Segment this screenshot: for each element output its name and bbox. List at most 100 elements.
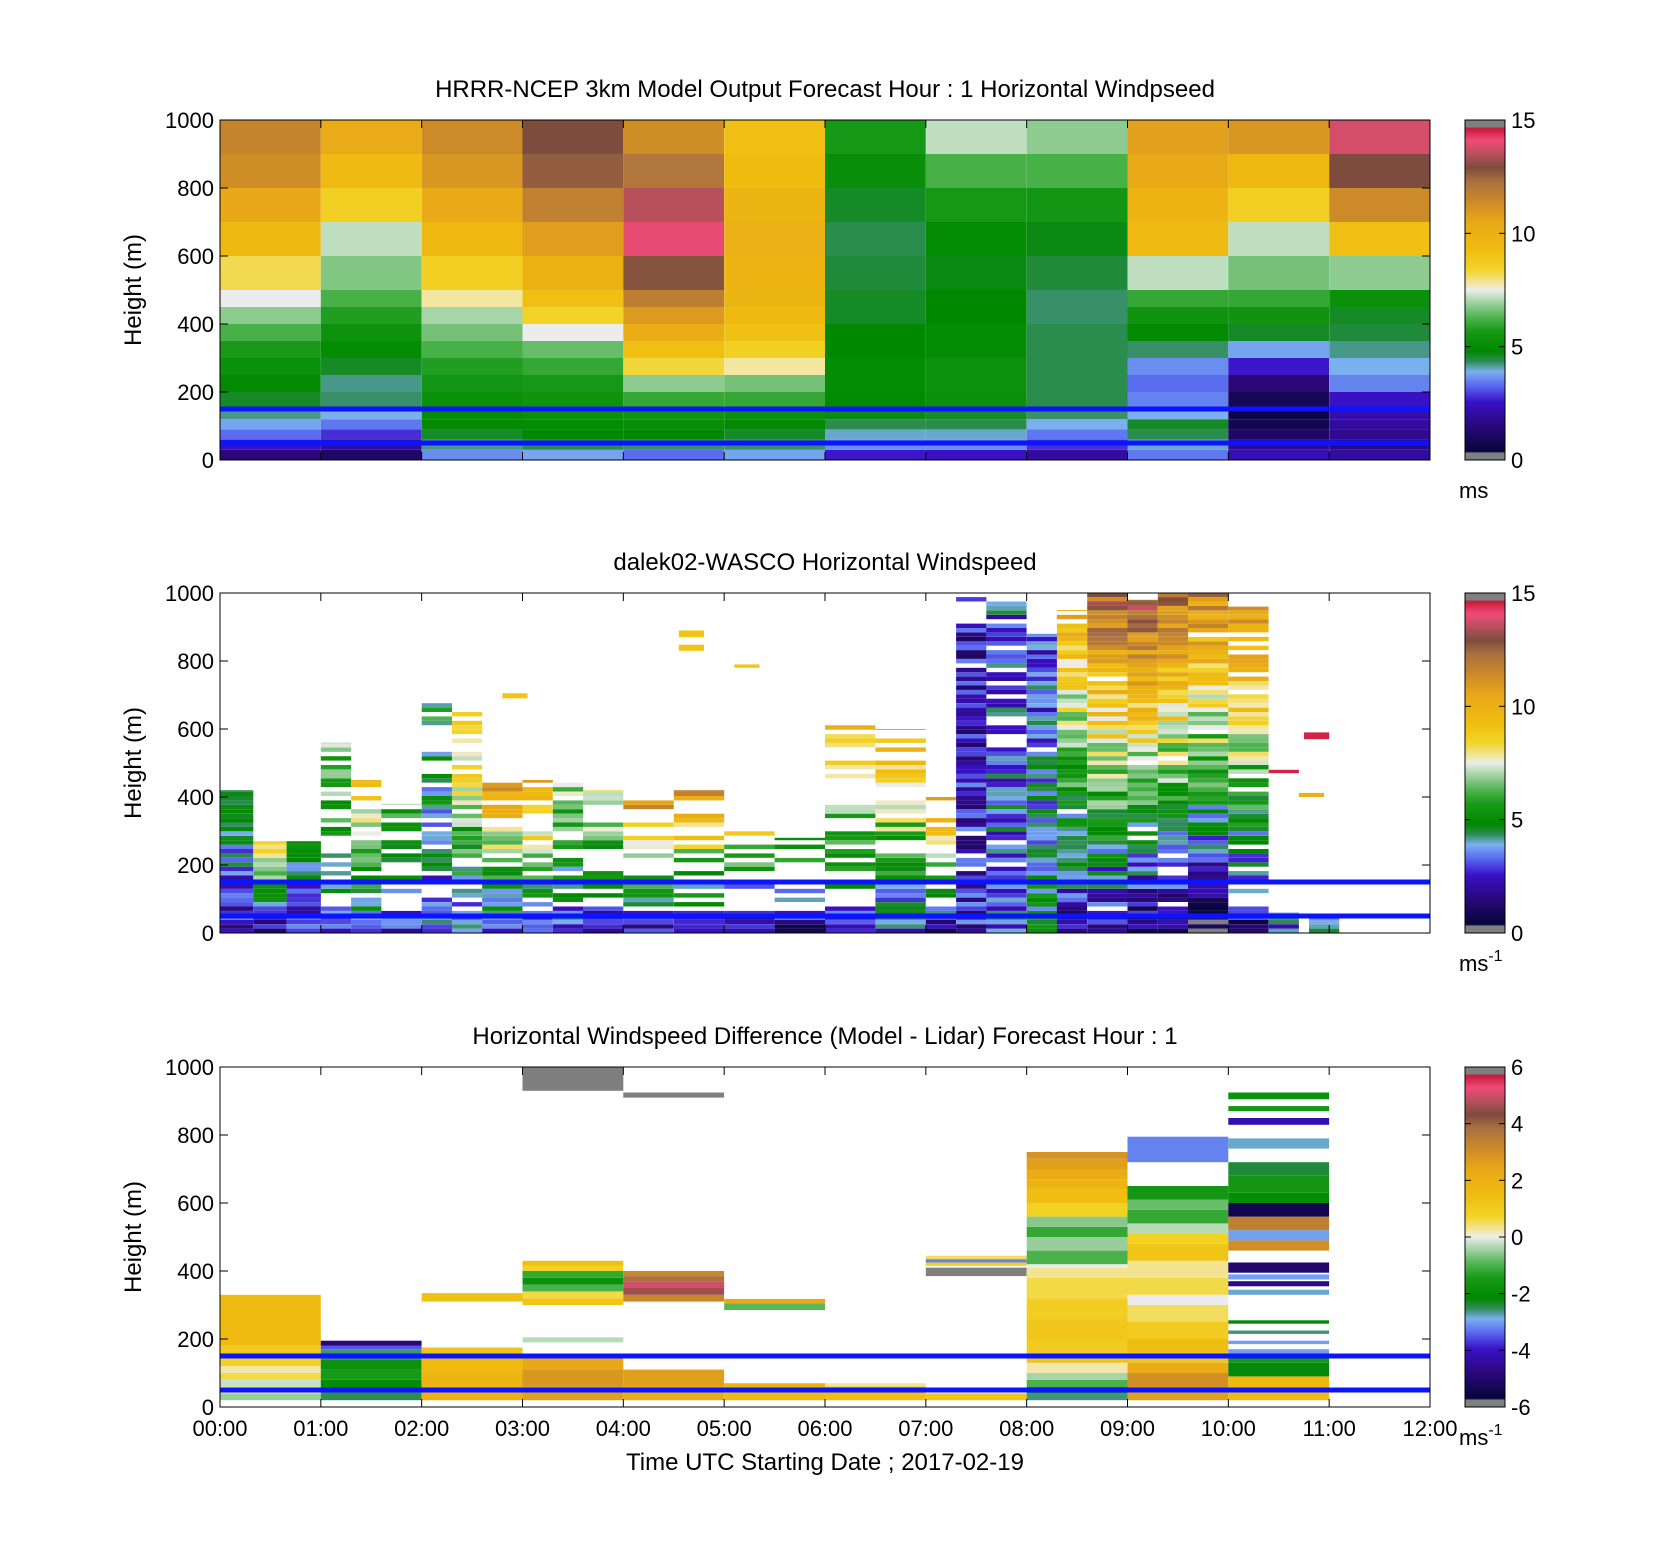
difference-cell [1026, 1250, 1128, 1265]
lidar-cell [724, 866, 775, 872]
difference-y-axis-label: Height (m) [120, 1181, 147, 1293]
lidar-cell [956, 871, 987, 876]
model-cell [1228, 429, 1330, 440]
lidar-cell [986, 751, 1027, 757]
model-y-tick-label: 200 [177, 380, 214, 405]
lidar-cell [552, 844, 584, 849]
lidar-cell [1127, 614, 1158, 620]
lidar-cell [522, 853, 553, 858]
lidar-cell [1127, 601, 1158, 606]
lidar-cell [1127, 778, 1158, 783]
lidar-cell [1056, 818, 1088, 823]
lidar-cell [1056, 742, 1088, 748]
model-cell [925, 429, 1027, 440]
lidar-cell [1228, 676, 1269, 681]
lidar-cell [421, 866, 452, 872]
lidar-cell [552, 928, 584, 933]
lidar-cell [421, 928, 452, 933]
difference-cell [1026, 1152, 1128, 1159]
lidar-cell [253, 919, 287, 925]
lidar-cell [1228, 840, 1269, 845]
lidar-cell [482, 835, 523, 841]
difference-cell [522, 1284, 624, 1292]
lidar-cell [986, 650, 1027, 655]
difference-cell [623, 1271, 725, 1277]
lidar-cell [482, 804, 523, 810]
difference-y-tick-label: 200 [177, 1327, 214, 1352]
lidar-y-tick-label: 400 [177, 785, 214, 810]
lidar-cell [1087, 689, 1128, 695]
lidar-cell [583, 831, 624, 836]
model-cell [825, 409, 926, 420]
lidar-cell [956, 906, 987, 911]
model-cell [1329, 324, 1430, 341]
model-cell [724, 419, 825, 430]
lidar-cell [583, 840, 624, 845]
model-cell [825, 188, 926, 222]
lidar-cell [1087, 720, 1128, 726]
lidar-cell [956, 667, 987, 673]
lidar-cell [678, 630, 704, 638]
lidar-cell [482, 884, 523, 889]
lidar-cell [875, 809, 926, 814]
model-cell [1127, 341, 1229, 358]
lidar-cell [1228, 694, 1269, 699]
model-y-tick-label: 800 [177, 176, 214, 201]
model-cell [623, 392, 725, 409]
lidar-cell [1188, 676, 1229, 681]
model-cell [421, 324, 523, 341]
difference-cell [1228, 1390, 1330, 1401]
lidar-cell [623, 884, 674, 889]
lidar-cell [1026, 804, 1057, 810]
model-cell [1127, 419, 1229, 430]
lidar-cell [1127, 619, 1158, 624]
lidar-cell [986, 893, 1027, 898]
difference-cell [1228, 1192, 1330, 1203]
lidar-cell [825, 765, 876, 770]
model-cell [220, 375, 321, 392]
lidar-cell [925, 928, 956, 933]
lidar-cell [1026, 871, 1057, 876]
lidar-cell [925, 888, 956, 894]
lidar-cell [522, 844, 553, 849]
lidar-cell [320, 742, 352, 748]
lidar-cell [925, 826, 956, 832]
lidar-cell [986, 672, 1027, 677]
lidar-cell [1228, 818, 1269, 823]
lidar-cell [1087, 667, 1128, 673]
lidar-cell [986, 765, 1027, 770]
lidar-cell [1087, 605, 1128, 611]
model-cell [724, 392, 825, 409]
lidar-cell [1157, 734, 1189, 739]
model-cell [825, 222, 926, 256]
lidar-cell [1026, 857, 1057, 863]
lidar-cell [1188, 818, 1229, 823]
difference-cell [1228, 1106, 1330, 1112]
lidar-cell [1157, 809, 1189, 814]
lidar-cell [1188, 902, 1229, 907]
lidar-cell [1228, 725, 1269, 730]
lidar-cell [1127, 756, 1158, 761]
lidar-cell [583, 919, 624, 925]
lidar-cell [1188, 813, 1229, 819]
lidar-cell [623, 928, 674, 933]
lidar-cell [1228, 831, 1269, 836]
model-reference-lines [220, 406, 1430, 446]
lidar-cell [1026, 676, 1057, 681]
lidar-cell [956, 813, 987, 819]
lidar-cell [1157, 676, 1189, 681]
model-cell [1127, 290, 1229, 307]
difference-cell [1026, 1393, 1128, 1401]
lidar-cell [1157, 857, 1189, 863]
lidar-cell [1127, 765, 1158, 770]
lidar-cell [1026, 672, 1057, 677]
lidar-cell [1157, 765, 1189, 770]
model-cell [1329, 341, 1430, 358]
lidar-cell [1188, 826, 1229, 832]
lidar-cell [1157, 800, 1189, 805]
lidar-cell [1026, 707, 1057, 712]
lidar-cell [956, 738, 987, 743]
lidar-cell [1188, 844, 1229, 849]
lidar-cell [320, 800, 352, 805]
lidar-cell [1087, 884, 1128, 889]
